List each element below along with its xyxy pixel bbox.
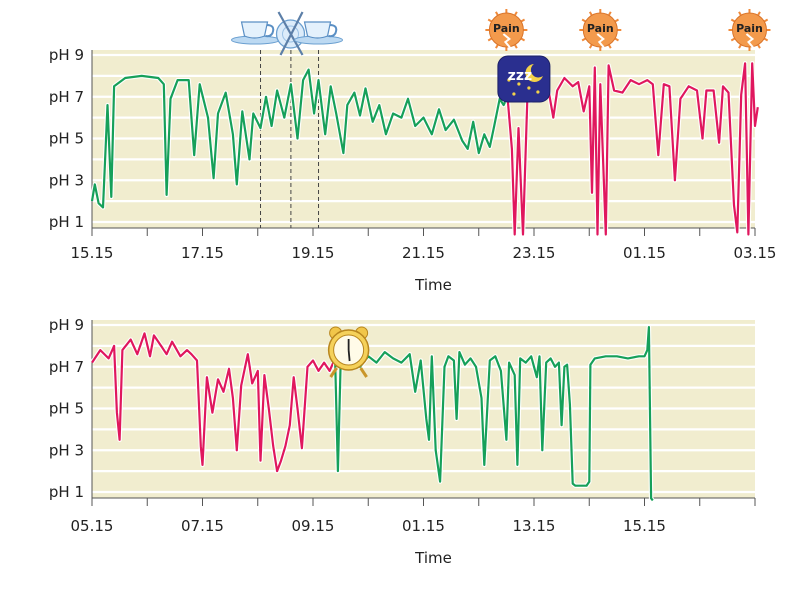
pain-icon: Pain [728, 9, 771, 51]
x-tick-label: 13.15 [513, 517, 556, 535]
x-axis-title: Time [414, 549, 452, 567]
series-line-upright [90, 68, 509, 209]
clock-leg [329, 367, 338, 378]
pain-ray [738, 11, 742, 16]
pain-ray [487, 18, 493, 23]
sleep-icon: zzz [497, 55, 551, 103]
pain-ray [581, 18, 587, 23]
pain-disc [488, 12, 524, 48]
x-tick-label: 05.15 [71, 517, 114, 535]
x-tick-label: 19.15 [292, 244, 335, 262]
pain-label: Pain [736, 22, 763, 35]
pain-ray [614, 37, 619, 42]
cup-icon [231, 21, 281, 45]
x-tick-label: 23.15 [513, 244, 556, 262]
cup-handle [328, 24, 338, 38]
pain-ray [495, 44, 499, 49]
y-tick-label: pH 7 [49, 88, 84, 106]
pain-ray [763, 18, 769, 23]
pain-ray [763, 37, 769, 42]
cup-icon [294, 21, 344, 45]
pain-disc [582, 12, 618, 48]
series-line-upright [334, 326, 654, 502]
sleep-badge [497, 55, 551, 103]
x-tick-label: 15.15 [71, 244, 114, 262]
y-tick-label: pH 3 [49, 171, 84, 189]
plate-rim [282, 25, 300, 43]
star [507, 78, 511, 82]
x-tick-label: 07.15 [181, 517, 224, 535]
chart-morning-ph: pH 9 pH 7 pH 5 pH 3 pH 1 05.15 07.15 09.15 01.15… [49, 316, 756, 567]
series-line-supine [91, 332, 337, 473]
x-axis-title: Time [414, 276, 452, 294]
x-tick-label: 15.15 [623, 517, 666, 535]
pain-disc [731, 12, 767, 48]
x-tick-label: 09.15 [292, 517, 335, 535]
pain-bolt [502, 33, 512, 49]
pain-ray [514, 44, 518, 49]
pain-ray [487, 37, 493, 42]
sleep-zzz: zzz [508, 68, 532, 84]
x-tick-label: 21.15 [402, 244, 445, 262]
plate-icon [275, 11, 306, 56]
y-tick-label: pH 3 [49, 441, 84, 459]
pain-label: Pain [587, 22, 614, 35]
pain-ray [514, 11, 518, 16]
y-tick-label: pH 5 [49, 130, 84, 148]
pain-ray [495, 11, 499, 16]
pain-ray [588, 11, 593, 16]
pain-ray [607, 44, 612, 49]
clock-leg [359, 367, 368, 378]
x-tick-label: 01.15 [402, 517, 445, 535]
star [536, 90, 540, 94]
y-tick-label: pH 7 [49, 358, 84, 376]
chart-overnight-ph: pH 9 pH 7 pH 5 pH 3 pH 1 15.15 17.15 19.15 21.15… [49, 9, 777, 294]
pain-ray [581, 37, 587, 42]
x-tick-label: 17.15 [181, 244, 224, 262]
pain-ray [588, 44, 593, 49]
cup-body [240, 21, 269, 39]
alarm-clock-icon [327, 326, 370, 378]
star [517, 82, 521, 86]
clock-hand [347, 349, 351, 362]
pain-ray [520, 18, 526, 23]
star [512, 92, 516, 96]
pain-icon: Pain [485, 9, 528, 51]
star [527, 86, 531, 90]
y-tick-label: pH 9 [49, 316, 84, 334]
pain-ray [757, 11, 761, 16]
pain-label: Pain [493, 22, 520, 35]
x-tick-label: 03.15 [734, 244, 777, 262]
pain-ray [607, 11, 612, 16]
cup-handle [265, 24, 275, 38]
pain-ray [730, 37, 736, 42]
moon [525, 64, 543, 82]
pain-ray [757, 44, 761, 49]
y-tick-label: pH 1 [49, 483, 84, 501]
y-tick-label: pH 5 [49, 400, 84, 418]
pain-ray [738, 44, 742, 49]
pain-bolt [596, 33, 606, 49]
cup-body [303, 21, 332, 39]
x-tick-label: 01.15 [623, 244, 666, 262]
pain-ray [520, 37, 526, 42]
pain-icon: Pain [579, 9, 622, 51]
pain-ray [614, 18, 619, 23]
pain-bolt [745, 33, 755, 49]
pain-ray [730, 18, 736, 23]
fork [279, 11, 304, 56]
y-tick-label: pH 9 [49, 46, 84, 64]
y-tick-label: pH 1 [49, 213, 84, 231]
